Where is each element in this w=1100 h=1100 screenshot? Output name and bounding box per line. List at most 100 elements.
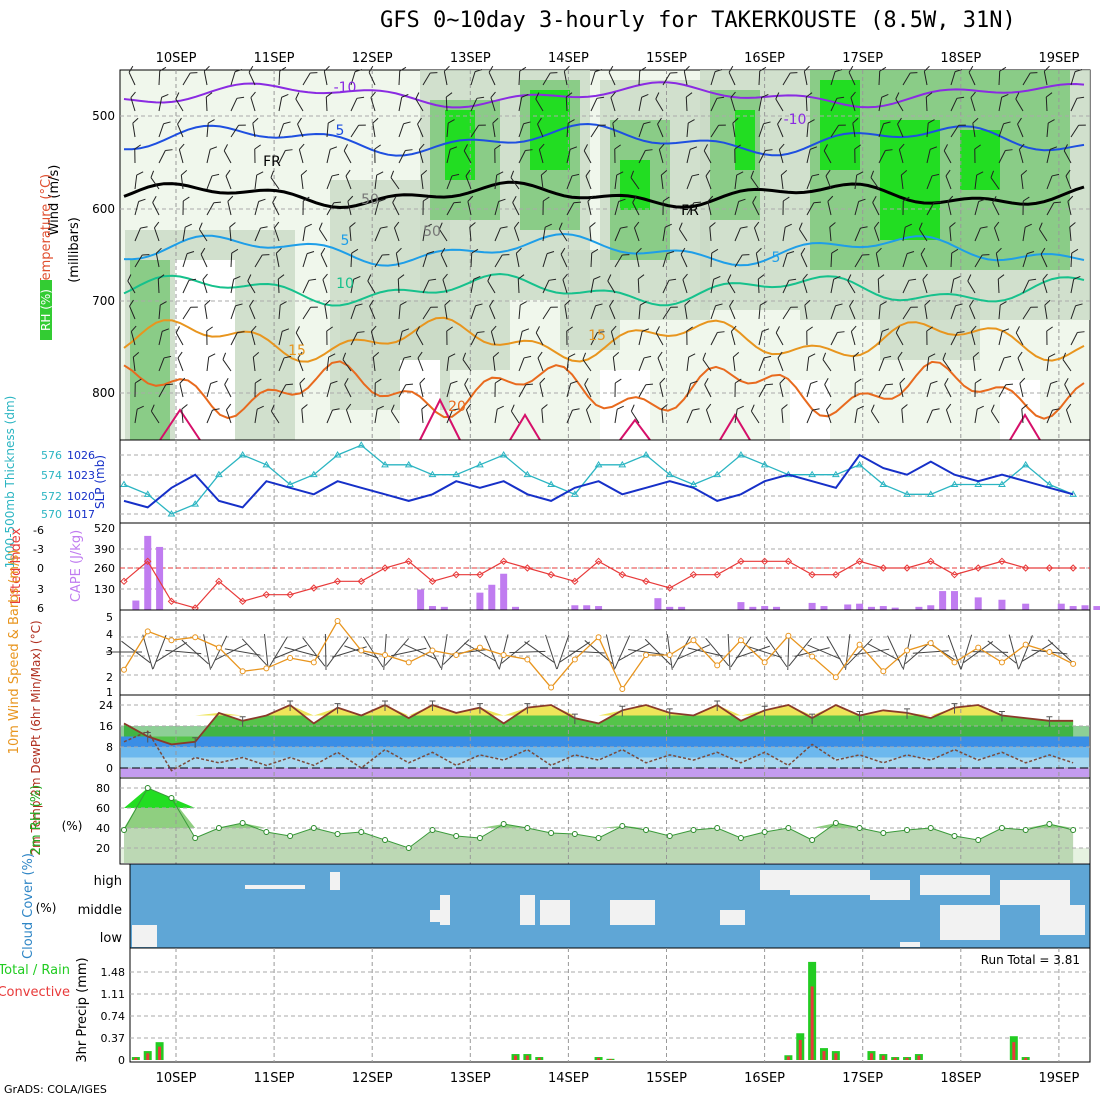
wind10m-barb-shaft — [584, 640, 613, 664]
wind-barb-flag — [657, 117, 662, 125]
wind10m-barb — [524, 641, 555, 663]
wind-barb-shaft — [398, 97, 403, 112]
wind10m-barb-shaft — [524, 641, 555, 663]
wind-barb-flag — [415, 326, 420, 333]
wind-barb-shaft — [923, 71, 928, 86]
wind-barb-shaft — [702, 359, 712, 372]
wind10m-barb — [152, 635, 167, 669]
wind-barb — [278, 328, 290, 346]
wind-barb-shaft — [517, 278, 520, 294]
wind-barb-shaft — [254, 201, 260, 216]
wind-barb-flag — [252, 352, 260, 358]
wind-barb — [703, 144, 712, 164]
wind-barb — [442, 273, 448, 294]
contour-25 — [509, 413, 541, 441]
wind-barb-flag — [498, 198, 506, 202]
wind-barb — [825, 169, 832, 190]
top-date-label: 15SEP — [646, 51, 687, 66]
wind-barb — [470, 124, 486, 138]
wind10m-barb — [142, 634, 154, 670]
wind-barb-shaft — [972, 357, 976, 372]
y-tick-label: 572 — [41, 490, 62, 503]
wind-barb — [370, 91, 376, 112]
wind-barb-flag — [186, 251, 195, 255]
wind-barb-shaft — [710, 279, 715, 294]
wind-barb-flag — [374, 378, 382, 384]
wind-barb — [1070, 331, 1085, 346]
wind-speed-marker — [998, 659, 1005, 666]
wind-barb — [492, 117, 499, 138]
wind-barb-flag — [779, 143, 785, 150]
wind-barb-shaft — [632, 202, 640, 216]
wind-barb-flag — [683, 65, 690, 72]
wind-barb — [806, 326, 813, 346]
wind-barb-flag — [877, 274, 885, 280]
wind-speed-marker — [215, 644, 222, 651]
wind-barb — [878, 121, 891, 138]
wind-barb — [806, 146, 818, 164]
wind-barb — [1046, 201, 1062, 216]
wind-barb-flag — [492, 352, 500, 358]
wind-barb — [998, 94, 1009, 112]
wind-barb — [175, 92, 184, 112]
wind-barb-shaft — [326, 409, 333, 424]
wind-barb — [272, 195, 280, 216]
cape-bar — [950, 591, 958, 610]
wind-barb-shaft — [295, 98, 304, 112]
cape-bar — [500, 573, 508, 610]
wind-barb-flag — [1017, 351, 1023, 359]
wind10m-barb-shaft — [867, 643, 900, 661]
wind-barb-shaft — [177, 123, 184, 138]
wind-barb-shaft — [513, 227, 520, 242]
wind-barb — [302, 72, 318, 86]
wind-barb — [374, 226, 388, 242]
wind-barb-flag — [225, 169, 231, 177]
wind-barb-shaft — [518, 97, 523, 112]
wind-barb — [1017, 117, 1024, 138]
wind-barb-flag — [446, 326, 453, 332]
cape-bar — [927, 605, 935, 610]
wind-barb — [566, 146, 578, 164]
wind-barb — [415, 92, 424, 112]
wind-barb-flag — [478, 124, 486, 126]
wind-barb-shaft — [637, 278, 640, 294]
wind-barb-flag — [541, 404, 548, 410]
wind-barb — [922, 273, 928, 294]
wind-barb-flag — [655, 92, 660, 100]
wind-barb-flag — [1051, 173, 1060, 177]
wind-barb — [998, 328, 1010, 346]
wind-barb — [517, 274, 525, 294]
wind-barb-shaft — [180, 175, 184, 190]
wind-barb-flag — [692, 408, 700, 411]
rh-marker — [856, 825, 863, 831]
wind-barb — [947, 195, 954, 216]
thickness-marker — [191, 500, 200, 507]
wind-barb — [729, 299, 736, 320]
wind-barb-flag — [833, 276, 841, 280]
wind-barb-shaft — [415, 98, 424, 112]
y-tick-label: 1026 — [67, 449, 95, 462]
rh-marker — [500, 821, 507, 827]
wind-barb-shaft — [998, 70, 1001, 86]
wind-barb-shaft — [854, 201, 860, 216]
wind-barb — [730, 91, 736, 112]
wind-barb-flag — [401, 94, 409, 98]
wind-barb-shaft — [537, 123, 544, 138]
wind-barb-shaft — [804, 305, 808, 320]
rh-marker — [524, 825, 531, 831]
wind-barb-flag — [510, 404, 515, 412]
wind-barb — [374, 198, 386, 216]
wind-barb — [850, 325, 857, 346]
lifted-marker — [310, 584, 318, 592]
wind-barb — [902, 196, 910, 216]
wind-barb — [278, 383, 294, 398]
wind-barb — [1070, 303, 1083, 320]
wind-barb-flag — [622, 254, 630, 256]
y-tick-label: 600 — [92, 202, 115, 216]
wind-barb — [518, 121, 531, 138]
wind-barb-shaft — [1022, 306, 1032, 320]
wind-barb — [326, 201, 342, 216]
wind-barb-shaft — [446, 409, 453, 424]
thickness-slp-lines — [120, 441, 1078, 517]
